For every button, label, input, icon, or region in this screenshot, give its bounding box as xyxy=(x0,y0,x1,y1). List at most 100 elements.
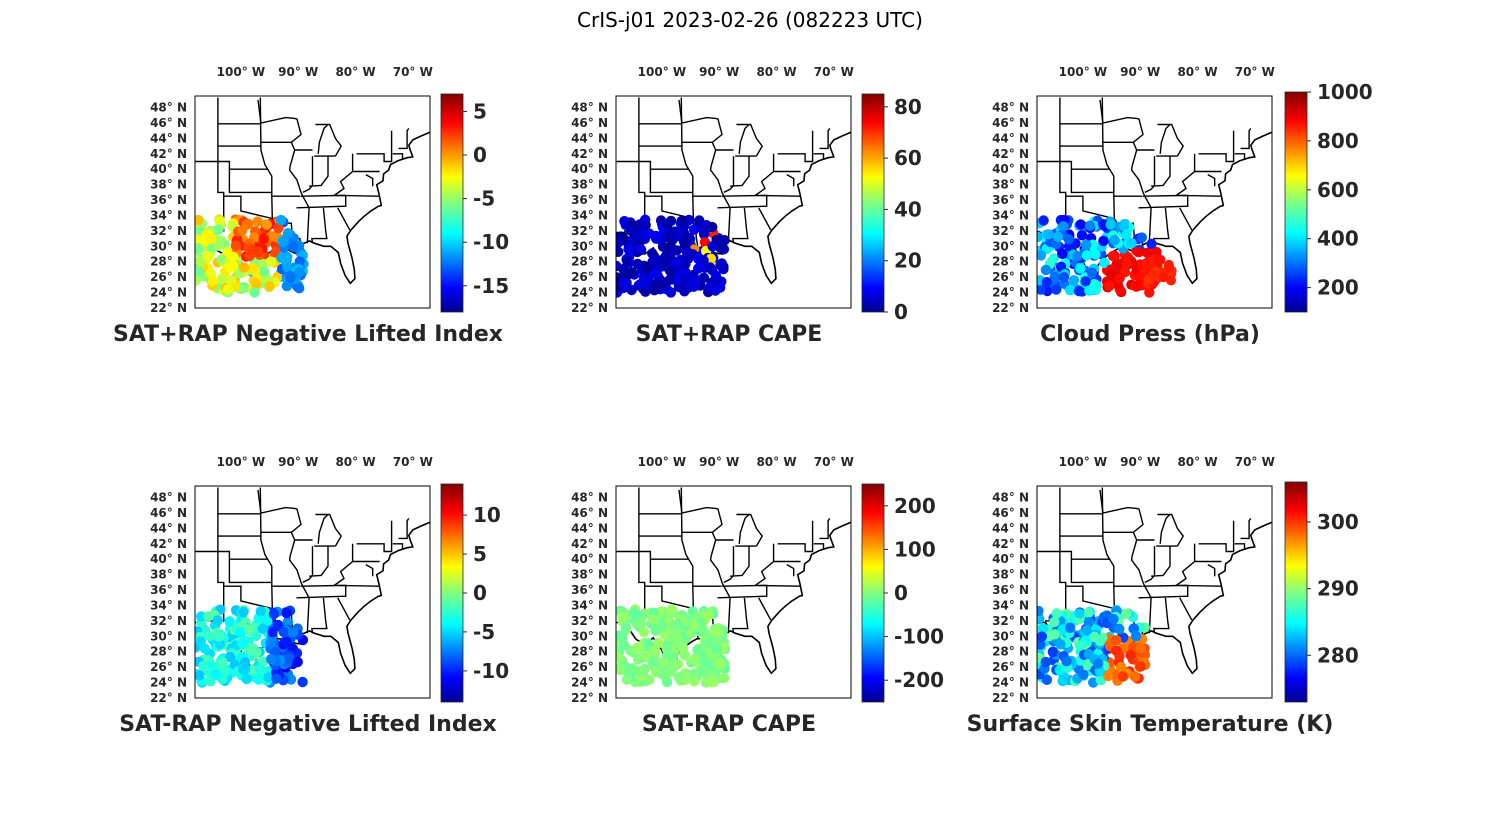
colorbar-tick-label: 10 xyxy=(473,503,501,527)
observation-point xyxy=(616,652,624,663)
observation-point xyxy=(1073,285,1085,297)
observation-point xyxy=(1078,669,1089,680)
observation-point xyxy=(1041,276,1053,288)
latitude-tick-label: 42° N xyxy=(992,147,1029,161)
state-line xyxy=(296,584,347,599)
observation-point xyxy=(258,233,269,244)
state-line xyxy=(1045,97,1067,232)
state-line xyxy=(730,156,750,187)
observation-point xyxy=(271,673,282,684)
observation-point xyxy=(649,644,660,656)
observation-point xyxy=(657,669,668,680)
state-line xyxy=(717,194,768,209)
state-line xyxy=(1153,597,1170,634)
latitude-tick-label: 34° N xyxy=(992,209,1029,223)
latitude-tick-label: 48° N xyxy=(571,101,608,115)
longitude-tick-label: 70° W xyxy=(814,65,854,79)
latitude-tick-label: 32° N xyxy=(992,224,1029,238)
colorbar-tick-label: -10 xyxy=(473,659,509,683)
latitude-tick-label: 38° N xyxy=(571,178,608,192)
latitude-tick-label: 40° N xyxy=(571,162,608,176)
observation-point xyxy=(1114,623,1125,635)
observation-point xyxy=(281,607,292,619)
state-line xyxy=(337,597,351,621)
observation-point xyxy=(689,653,700,664)
observation-point xyxy=(265,637,276,648)
observation-point xyxy=(1057,675,1068,687)
swath-observations xyxy=(195,604,309,688)
observation-point xyxy=(710,270,722,281)
observation-point xyxy=(680,274,692,285)
latitude-tick-label: 46° N xyxy=(150,116,187,130)
observation-point xyxy=(224,262,235,273)
state-line xyxy=(738,123,750,154)
observation-point xyxy=(1081,250,1093,261)
state-line xyxy=(1153,207,1170,244)
colorbar-gradient xyxy=(861,483,885,703)
state-line xyxy=(365,563,374,577)
swath-observations xyxy=(616,214,730,298)
state-line xyxy=(315,123,343,157)
longitude-tick-label: 80° W xyxy=(756,455,796,469)
panel-sat-rap-cape-minus: 100° W 90° W 80° W 70° W 48° N46° N44° N 42° … xyxy=(571,455,944,737)
observation-point xyxy=(1136,232,1148,243)
observation-point xyxy=(1051,608,1062,619)
observation-point xyxy=(268,608,280,620)
observation-point xyxy=(259,266,270,278)
latitude-tick-label: 46° N xyxy=(992,116,1029,130)
latitude-tick-label: 34° N xyxy=(571,209,608,223)
observation-point xyxy=(634,279,646,290)
colorbar-tick-label: 0 xyxy=(894,300,908,324)
panel-title: SAT-RAP CAPE xyxy=(642,712,816,737)
observation-point xyxy=(1104,280,1115,291)
longitude-tick-label: 90° W xyxy=(278,65,318,79)
observation-point xyxy=(699,226,710,238)
observation-point xyxy=(644,674,655,685)
colorbar-tick-label: 200 xyxy=(1317,276,1359,300)
state-line xyxy=(259,97,301,197)
observation-point xyxy=(1083,617,1095,628)
observation-point xyxy=(1164,263,1175,274)
latitude-tick-label: 36° N xyxy=(571,193,608,207)
state-line xyxy=(392,543,404,550)
observation-point xyxy=(1098,235,1109,247)
longitude-tick-label: 100° W xyxy=(1059,455,1107,469)
state-line xyxy=(1101,487,1143,587)
observation-point xyxy=(195,275,201,286)
longitude-tick-label: 90° W xyxy=(699,65,739,79)
colorbar-tick-label: 300 xyxy=(1317,510,1359,534)
state-line xyxy=(786,563,795,577)
latitude-tick-label: 48° N xyxy=(150,101,187,115)
colorbar-tick-label: 200 xyxy=(894,494,936,518)
colorbar-tick-label: 0 xyxy=(894,581,908,605)
longitude-tick-label: 70° W xyxy=(814,455,854,469)
state-line xyxy=(356,130,393,163)
latitude-tick-label: 48° N xyxy=(571,491,608,505)
observation-point xyxy=(1099,257,1110,269)
state-line xyxy=(315,513,343,547)
state-line xyxy=(195,160,272,194)
latitude-tick-label: 42° N xyxy=(150,147,187,161)
observation-point xyxy=(1037,284,1046,295)
latitude-tick-label: 32° N xyxy=(150,224,187,238)
state-line xyxy=(1144,156,1156,194)
longitude-tick-label: 100° W xyxy=(217,455,265,469)
state-line xyxy=(680,97,722,197)
state-line xyxy=(317,123,329,154)
observation-point xyxy=(222,284,233,295)
state-line xyxy=(738,513,750,544)
observation-point xyxy=(1049,271,1060,283)
observation-point xyxy=(224,616,235,627)
state-line xyxy=(302,156,314,194)
observation-point xyxy=(246,244,257,256)
colorbar-tick-label: -5 xyxy=(473,187,495,211)
observation-point xyxy=(1080,276,1091,287)
state-line xyxy=(195,550,272,584)
swath-observations xyxy=(1037,605,1151,688)
longitude-tick-label: 70° W xyxy=(1235,455,1275,469)
latitude-tick-label: 44° N xyxy=(992,131,1029,145)
map-frame xyxy=(615,485,852,699)
observation-point xyxy=(257,623,268,634)
observation-point xyxy=(1144,287,1155,298)
latitude-tick-label: 40° N xyxy=(150,552,187,566)
